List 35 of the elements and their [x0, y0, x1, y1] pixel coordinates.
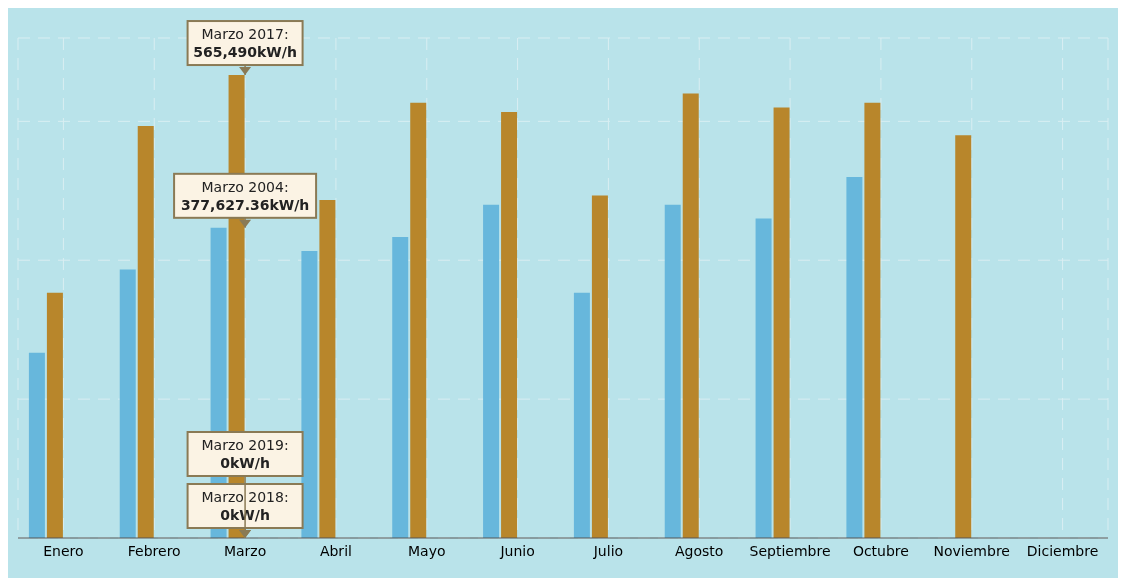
annotation: Marzo 2018: 0kW/h	[201, 489, 289, 523]
x-tick-label: Octubre	[852, 542, 909, 559]
annotation: Marzo 2004: 377,627.36kW/h	[180, 178, 310, 213]
bar	[28, 352, 45, 538]
x-tick-label: Agosto	[675, 542, 724, 559]
bar	[864, 102, 881, 538]
annotation: Marzo 2017: 565,490kW/h	[193, 26, 297, 61]
bar	[955, 135, 972, 538]
x-tick-label: Enero	[43, 542, 84, 559]
x-tick-label: Diciembre	[1026, 542, 1099, 559]
bar	[501, 112, 518, 538]
bar	[319, 200, 336, 538]
x-tick-label: Febrero	[127, 542, 181, 559]
bar	[846, 176, 863, 538]
bar	[664, 204, 681, 538]
bar	[46, 292, 63, 538]
x-tick-label: Marzo	[223, 542, 267, 559]
x-tick-label: Septiembre	[749, 542, 831, 559]
bar	[137, 125, 154, 538]
x-tick-label: Noviembre	[933, 542, 1010, 559]
bar	[755, 218, 772, 538]
x-tick-label: Julio	[592, 542, 624, 559]
bar	[591, 195, 608, 538]
bar	[410, 102, 427, 538]
bar	[119, 269, 136, 538]
bar	[682, 93, 699, 538]
bar	[483, 204, 500, 538]
bar	[392, 237, 409, 538]
x-tick-label: Junio	[499, 542, 535, 559]
annotation: Marzo 2019: 0kW/h	[201, 437, 289, 471]
x-tick-label: Abril	[319, 542, 352, 559]
bar	[573, 292, 590, 538]
bar	[301, 250, 318, 538]
bar	[773, 107, 790, 538]
x-tick-label: Mayo	[407, 542, 446, 559]
